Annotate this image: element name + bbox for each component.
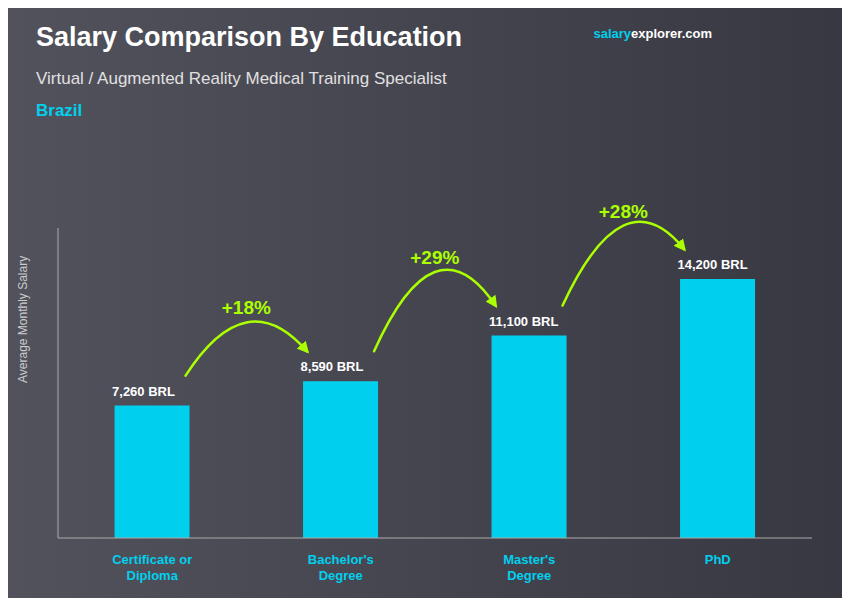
svg-text:8,590 BRL: 8,590 BRL [301, 359, 364, 374]
svg-text:+29%: +29% [410, 247, 459, 268]
svg-text:7,260 BRL: 7,260 BRL [112, 384, 175, 399]
svg-text:Certificate orDiploma: Certificate orDiploma [112, 552, 192, 583]
svg-text:Bachelor'sDegree: Bachelor'sDegree [308, 552, 374, 583]
html-text:Brazil: Brazil [36, 101, 83, 120]
html-text:salary explorer.com: salary explorer.com [593, 26, 712, 41]
svg-text:+28%: +28% [599, 201, 648, 222]
svg-text:14,200 BRL: 14,200 BRL [678, 257, 748, 272]
html-text:Virtual / Augmented Reality Me: Virtual / Augmented Reality Medical Trai… [36, 69, 447, 88]
svg-text:+18%: +18% [222, 297, 271, 318]
svg-text:Master'sDegree: Master'sDegree [503, 552, 555, 583]
svg-text:Average Monthly Salary: Average Monthly Salary [16, 256, 30, 383]
svg-text:11,100 BRL: 11,100 BRL [489, 314, 558, 329]
html-text:Salary Comparison By Education: Salary Comparison By Education [36, 22, 463, 52]
svg-text:PhD: PhD [705, 552, 731, 567]
